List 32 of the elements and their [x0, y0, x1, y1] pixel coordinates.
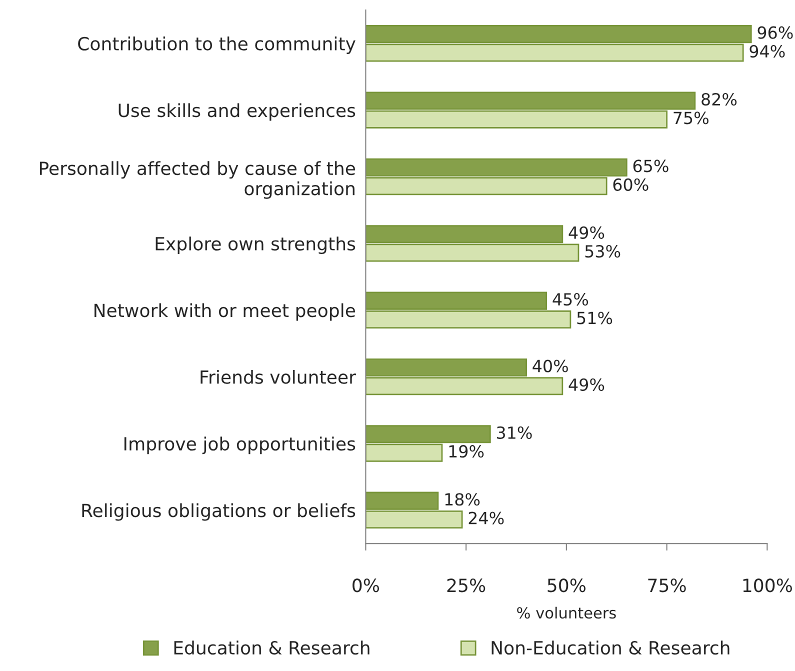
data-label: 96%	[758, 26, 793, 39]
legend-label: Non-Education & Research	[492, 640, 730, 655]
y-tick-label: Religious obligations or beliefs	[82, 503, 356, 521]
x-tick-label: 25%	[447, 578, 486, 592]
data-label: 24%	[468, 512, 504, 524]
y-tick-label: Improve job opportunities	[124, 436, 356, 454]
y-tick-label: Contribution to the community	[78, 36, 356, 54]
data-label: 51%	[577, 312, 612, 324]
data-label: 18%	[445, 493, 480, 506]
data-label: 19%	[449, 445, 484, 458]
data-label: 45%	[552, 293, 588, 306]
data-label: 65%	[633, 160, 668, 172]
data-label: 82%	[702, 92, 737, 106]
data-label: 75%	[674, 112, 708, 124]
data-label: 49%	[568, 226, 604, 239]
data-label: 40%	[532, 360, 568, 372]
x-tick-label: 0%	[352, 578, 380, 592]
data-label: 31%	[496, 426, 532, 439]
data-label: 53%	[585, 245, 620, 258]
y-tick-label: Explore own strengths	[156, 236, 356, 254]
x-tick-label: 50%	[548, 578, 586, 592]
x-axis-title: % volunteers	[517, 606, 616, 619]
y-tick-label: Personally affected by cause of the organization	[40, 161, 356, 199]
legend-label: Education & Research	[174, 640, 370, 655]
x-tick-label: 100%	[743, 578, 792, 592]
data-label: 49%	[568, 378, 604, 391]
data-label: 94%	[750, 44, 785, 58]
data-label: 60%	[613, 178, 648, 191]
y-tick-label: Friends volunteer	[200, 370, 356, 384]
x-tick-label: 75%	[648, 578, 686, 592]
y-tick-label: Use skills and experiences	[118, 103, 356, 121]
y-tick-label: Network with or meet people	[94, 303, 356, 321]
